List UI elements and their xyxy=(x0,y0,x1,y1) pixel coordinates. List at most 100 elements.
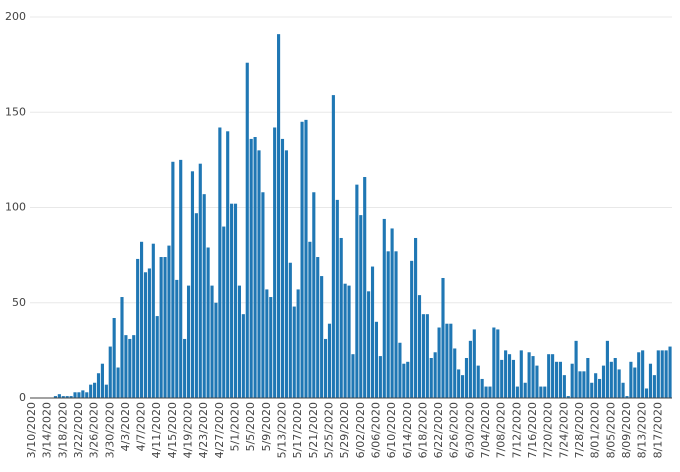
bar xyxy=(269,297,273,398)
y-tick-label: 150 xyxy=(5,105,26,118)
bar xyxy=(245,62,249,398)
bar xyxy=(280,138,285,399)
bar xyxy=(484,386,488,398)
bar xyxy=(472,329,476,398)
bar xyxy=(644,388,649,398)
bar xyxy=(660,350,664,398)
x-tick-label: 4/19/2020 xyxy=(182,402,195,458)
bar xyxy=(347,285,351,398)
x-tick-label: 4/7/2020 xyxy=(135,402,148,451)
bar xyxy=(464,357,469,398)
bar xyxy=(566,396,570,398)
x-tick-label: 7/28/2020 xyxy=(573,402,586,458)
bar xyxy=(190,171,195,398)
bar xyxy=(57,394,61,398)
bar xyxy=(554,361,559,398)
bar xyxy=(598,378,602,398)
bar xyxy=(136,258,140,398)
bar xyxy=(453,348,457,398)
bar xyxy=(124,335,128,398)
bar xyxy=(230,203,234,398)
bar xyxy=(449,323,453,398)
bar xyxy=(625,396,629,398)
x-tick-label: 5/1/2020 xyxy=(229,402,242,451)
bar xyxy=(140,241,144,398)
bar xyxy=(96,373,101,398)
bar xyxy=(316,257,320,398)
bar xyxy=(273,127,277,399)
bar xyxy=(65,396,69,398)
bar xyxy=(288,262,292,398)
x-tick-label: 5/25/2020 xyxy=(322,402,335,458)
bar xyxy=(226,131,230,399)
bar xyxy=(394,251,398,398)
bar xyxy=(570,363,574,398)
bar xyxy=(312,192,316,398)
bar xyxy=(519,350,523,398)
x-tick-label: 6/26/2020 xyxy=(448,402,461,458)
bar xyxy=(233,203,238,398)
bar xyxy=(277,34,281,399)
bar xyxy=(147,268,151,398)
bar xyxy=(183,338,187,398)
bar xyxy=(249,138,253,399)
x-tick-label: 7/24/2020 xyxy=(557,402,570,458)
x-tick-label: 7/20/2020 xyxy=(542,402,555,458)
bar xyxy=(339,237,343,398)
x-tick-label: 6/22/2020 xyxy=(432,402,445,458)
bar xyxy=(206,247,210,398)
bar xyxy=(402,363,406,398)
bar xyxy=(648,363,653,398)
bar xyxy=(656,350,660,398)
bar xyxy=(574,340,578,398)
x-tick-label: 3/18/2020 xyxy=(56,402,69,458)
bar xyxy=(112,317,116,398)
bar xyxy=(359,215,363,398)
bar xyxy=(504,350,508,398)
bar xyxy=(85,392,89,398)
bar xyxy=(284,150,288,398)
bar xyxy=(69,396,73,398)
bar xyxy=(421,314,425,398)
bar xyxy=(594,373,598,398)
bar xyxy=(93,382,97,398)
bar xyxy=(327,323,332,398)
bar xyxy=(386,251,390,398)
y-tick-label: 0 xyxy=(19,391,26,404)
bar xyxy=(637,352,641,398)
bar xyxy=(304,119,308,399)
bar xyxy=(323,338,328,398)
bar xyxy=(414,237,418,398)
bar xyxy=(292,306,296,398)
bar xyxy=(104,384,108,398)
bar xyxy=(363,177,367,398)
bar xyxy=(551,354,555,398)
x-tick-label: 7/16/2020 xyxy=(526,402,539,458)
x-tick-label: 3/30/2020 xyxy=(103,402,116,458)
x-tick-label: 6/14/2020 xyxy=(401,402,414,458)
bar xyxy=(488,386,492,398)
bar xyxy=(641,350,645,398)
bar xyxy=(202,194,206,398)
x-tick-label: 5/5/2020 xyxy=(244,402,257,451)
bar xyxy=(253,137,257,398)
x-tick-label: 8/13/2020 xyxy=(636,402,649,458)
bar xyxy=(390,228,394,398)
x-tick-label: 6/30/2020 xyxy=(463,402,476,458)
x-tick-label: 6/02/2020 xyxy=(354,402,367,458)
bar xyxy=(590,382,594,398)
x-tick-label: 4/3/2020 xyxy=(119,402,132,451)
bar xyxy=(355,184,359,398)
bar xyxy=(198,163,202,398)
bar xyxy=(461,375,465,398)
bar xyxy=(116,367,120,398)
bar xyxy=(507,354,512,398)
y-tick-label: 200 xyxy=(5,10,26,23)
x-tick-label: 7/12/2020 xyxy=(510,402,523,458)
bar xyxy=(132,335,136,398)
bar xyxy=(425,314,429,398)
bar xyxy=(210,285,214,398)
x-tick-label: 5/9/2020 xyxy=(260,402,273,451)
bar xyxy=(496,329,500,398)
